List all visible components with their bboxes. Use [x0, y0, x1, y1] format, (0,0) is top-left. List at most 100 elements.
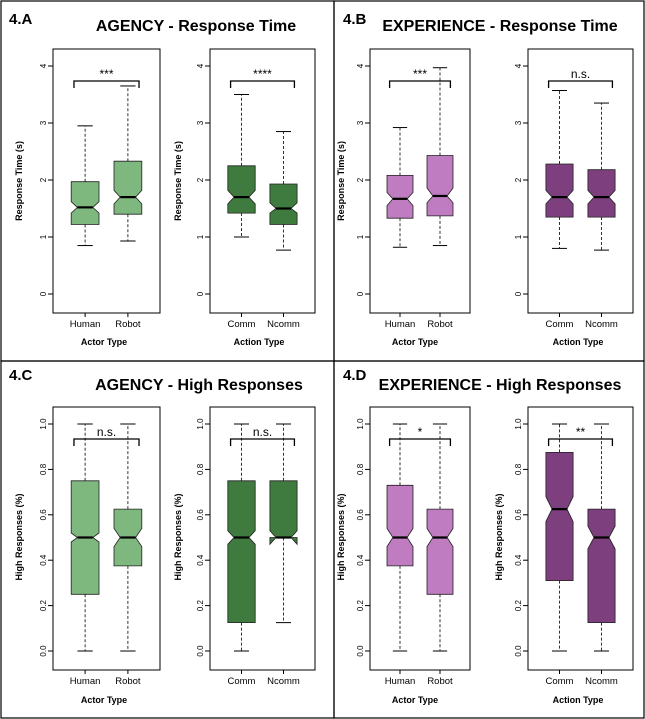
significance-label: *** — [99, 67, 113, 81]
plot-frame — [527, 406, 634, 671]
y-tick-label: 3 — [514, 120, 523, 125]
significance-bracket — [73, 438, 140, 446]
plot-agency-high-actor: 0.0 0.2 0.4 0.6 0.8 1.0 Human Robot n.s. — [39, 406, 161, 687]
plot-frame — [209, 406, 316, 671]
y-tick-label: 0.0 — [39, 645, 48, 657]
x-tick-label-robot: Robot — [427, 676, 453, 687]
y-tick-label: 0.6 — [514, 509, 523, 521]
significance-bracket — [229, 438, 296, 446]
box-ncomm — [269, 183, 298, 225]
y-tick-label: 0.8 — [514, 463, 523, 475]
y-tick-label: 1.0 — [196, 418, 205, 430]
y-tick-label: 0.0 — [356, 645, 365, 657]
x-axis-label-b2: Action Type — [553, 337, 604, 347]
y-tick-label: 4 — [514, 63, 523, 68]
x-tick-label-human: Human — [385, 319, 416, 330]
y-tick-label: 4 — [196, 63, 205, 68]
y-tick-label: 2 — [39, 177, 48, 182]
plot-agency-rt-action: 0 1 2 3 4 Comm Ncomm **** — [196, 48, 316, 330]
panel-frame-c — [0, 360, 335, 719]
significance-bracket — [73, 80, 140, 88]
x-axis-label-a1: Actor Type — [81, 337, 127, 347]
y-tick-label: 0.8 — [356, 463, 365, 475]
x-axis-label-c1: Actor Type — [81, 695, 127, 705]
panel-title-c: AGENCY - High Responses — [95, 377, 303, 394]
y-axis-label-c1: High Responses (%) — [14, 493, 24, 580]
panel-title-d: EXPERIENCE - High Responses — [379, 377, 622, 394]
x-tick-label-human: Human — [385, 676, 416, 687]
y-tick-label: 1 — [514, 234, 523, 239]
plot-frame — [369, 48, 471, 314]
plot-experience-high-action: 0.0 0.2 0.4 0.6 0.8 1.0 Comm Ncomm ** — [514, 406, 634, 687]
x-tick-label-ncomm: Ncomm — [585, 676, 618, 687]
y-tick-label: 0.2 — [356, 599, 365, 611]
y-tick-label: 0 — [196, 291, 205, 296]
box-ncomm — [269, 480, 298, 546]
plot-frame — [209, 48, 316, 314]
x-tick-label-human: Human — [70, 676, 101, 687]
x-tick-label-comm: Comm — [228, 676, 256, 687]
box-robot — [113, 160, 143, 215]
significance-bracket — [547, 80, 614, 88]
panel-letter-c: 4.C — [9, 367, 33, 384]
y-tick-label: 0.4 — [356, 554, 365, 566]
panel-title-a: AGENCY - Response Time — [96, 18, 296, 35]
x-axis-label-d1: Actor Type — [392, 695, 438, 705]
plot-experience-high-actor: 0.0 0.2 0.4 0.6 0.8 1.0 Human Robot * — [356, 406, 471, 687]
y-tick-label: 4 — [39, 63, 48, 68]
y-tick-label: 1.0 — [39, 418, 48, 430]
box-comm — [227, 480, 256, 623]
x-tick-label-ncomm: Ncomm — [267, 676, 300, 687]
box-comm — [545, 163, 574, 218]
significance-bracket — [547, 438, 614, 446]
y-tick-label: 0.8 — [39, 463, 48, 475]
y-tick-label: 0 — [356, 291, 365, 296]
y-tick-label: 3 — [356, 120, 365, 125]
x-axis-label-b1: Actor Type — [392, 337, 438, 347]
x-tick-label-robot: Robot — [115, 319, 141, 330]
y-tick-label: 0.6 — [196, 509, 205, 521]
y-tick-label: 0.0 — [514, 645, 523, 657]
y-tick-label: 0.4 — [39, 554, 48, 566]
significance-bracket — [229, 80, 296, 88]
x-tick-label-ncomm: Ncomm — [267, 319, 300, 330]
y-tick-label: 0 — [39, 291, 48, 296]
y-tick-label: 4 — [356, 63, 365, 68]
y-tick-label: 1.0 — [356, 418, 365, 430]
significance-bracket — [388, 438, 452, 446]
panel-frame-a — [0, 0, 335, 362]
significance-label: *** — [413, 67, 427, 81]
panel-letter-d: 4.D — [343, 367, 367, 384]
plot-frame — [52, 48, 161, 314]
plot-agency-high-action: 0.0 0.2 0.4 0.6 0.8 1.0 Comm Ncomm n.s. — [196, 406, 316, 687]
box-human — [386, 484, 414, 567]
significance-bracket — [388, 80, 452, 88]
plot-frame — [527, 48, 634, 314]
y-tick-label: 0 — [514, 291, 523, 296]
plot-experience-rt-action: 0 1 2 3 4 Comm Ncomm n.s. — [514, 48, 634, 330]
plot-agency-rt-actor: 0 1 2 3 4 Human Robot *** — [39, 48, 161, 330]
x-tick-label-comm: Comm — [546, 319, 574, 330]
y-axis-label-a1: Response Time (s) — [14, 141, 24, 221]
panel-title-b: EXPERIENCE - Response Time — [382, 18, 617, 35]
y-tick-label: 2 — [356, 177, 365, 182]
x-tick-label-ncomm: Ncomm — [585, 319, 618, 330]
x-tick-label-comm: Comm — [546, 676, 574, 687]
y-tick-label: 2 — [196, 177, 205, 182]
box-comm — [545, 451, 574, 581]
y-tick-label: 0.2 — [39, 599, 48, 611]
box-robot — [426, 508, 454, 595]
y-tick-label: 1 — [356, 234, 365, 239]
y-tick-label: 0.4 — [196, 554, 205, 566]
significance-label: * — [418, 425, 423, 439]
y-tick-label: 1 — [196, 234, 205, 239]
x-tick-label-comm: Comm — [228, 319, 256, 330]
plot-frame — [369, 406, 471, 671]
significance-label: n.s. — [97, 425, 116, 439]
y-axis-label-a2: Response Time (s) — [173, 141, 183, 221]
y-tick-label: 0.8 — [196, 463, 205, 475]
box-human — [70, 181, 100, 225]
x-tick-label-robot: Robot — [115, 676, 141, 687]
x-axis-label-a2: Action Type — [234, 337, 285, 347]
